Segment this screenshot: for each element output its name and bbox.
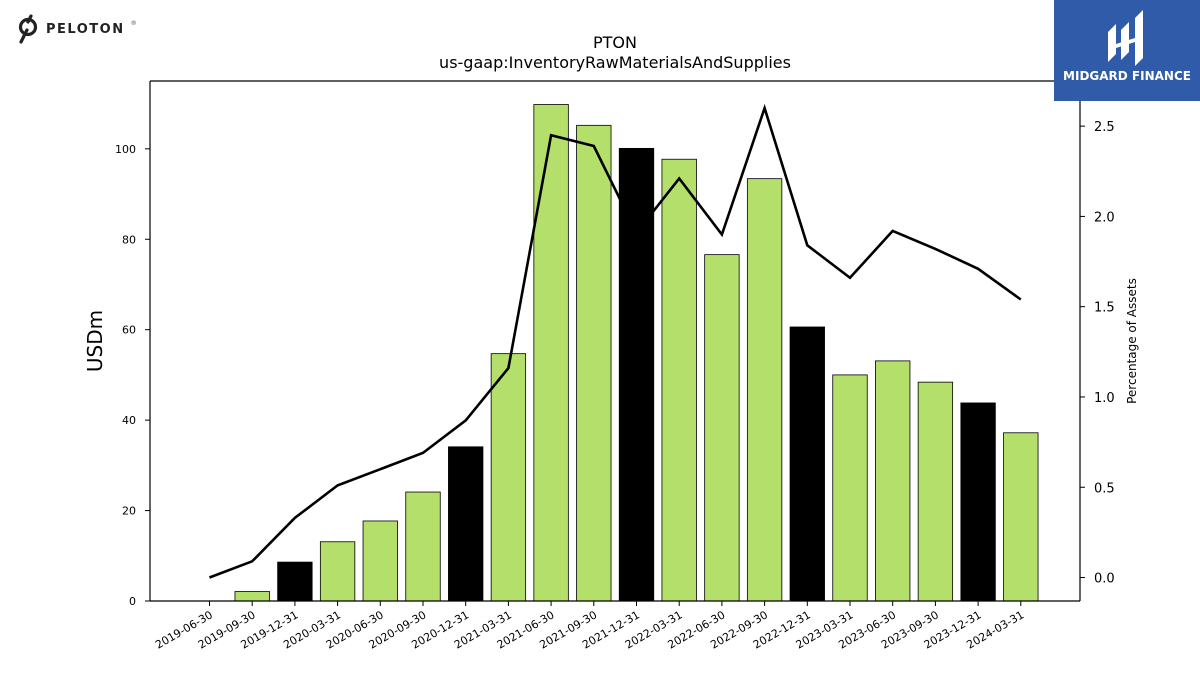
- y-tick-label-40: 40: [122, 414, 136, 427]
- bar-2023-06-30: [875, 360, 911, 602]
- bar-2021-12-31: [618, 147, 655, 602]
- bar-2022-12-31: [789, 326, 825, 602]
- bar-2022-03-31: [661, 158, 697, 602]
- y2-axis-label: Percentage of Assets: [1125, 278, 1139, 404]
- peloton-logo: PELOTON ®: [14, 14, 137, 44]
- peloton-logo-mark: ®: [130, 19, 137, 27]
- bar-2022-09-30: [746, 178, 783, 602]
- bar-2020-12-31: [448, 446, 484, 602]
- peloton-logo-text: PELOTON: [46, 21, 125, 37]
- y-tick-label-80: 80: [122, 233, 136, 246]
- y2-tick-label-1: 1.0: [1094, 391, 1115, 406]
- bar-2021-03-31: [490, 353, 527, 602]
- bar-2020-03-31: [319, 541, 356, 602]
- y2-tick-label-2.5: 2.5: [1094, 120, 1115, 135]
- y2-tick-label-2: 2.0: [1094, 210, 1115, 225]
- y2-tick-label-0: 0.0: [1094, 572, 1115, 587]
- y-tick-label-0: 0: [129, 595, 136, 608]
- peloton-mark-icon: [18, 14, 38, 44]
- y-tick-label-100: 100: [115, 143, 136, 156]
- pct-assets-line: [209, 103, 1022, 579]
- bar-2020-09-30: [405, 491, 441, 602]
- bar-2022-06-30: [704, 254, 740, 602]
- chart-subtitle: us-gaap:InventoryRawMaterialsAndSupplies: [439, 53, 791, 72]
- bar-2023-03-31: [832, 374, 868, 602]
- bar-2023-09-30: [917, 381, 954, 602]
- y2-tick-label-1.5: 1.5: [1094, 301, 1115, 316]
- bar-2021-06-30: [533, 104, 569, 602]
- y-tick-label-20: 20: [122, 505, 136, 518]
- y-tick-label-60: 60: [122, 324, 136, 337]
- bar-2019-09-30: [234, 591, 270, 602]
- midgard-logo-icon: [1108, 10, 1143, 66]
- bar-2024-03-31: [1003, 432, 1039, 602]
- y2-tick-label-0.5: 0.5: [1094, 481, 1115, 496]
- y-axis-label: USDm: [83, 310, 107, 372]
- bar-2023-12-31: [960, 402, 996, 602]
- bar-2021-09-30: [576, 124, 612, 602]
- midgard-finance-text: MIDGARD FINANCE: [1063, 69, 1191, 83]
- bar-2019-12-31: [277, 561, 313, 602]
- bar-2020-06-30: [362, 520, 398, 602]
- midgard-finance-badge: MIDGARD FINANCE: [1054, 0, 1200, 101]
- chart-title: PTON: [593, 33, 637, 52]
